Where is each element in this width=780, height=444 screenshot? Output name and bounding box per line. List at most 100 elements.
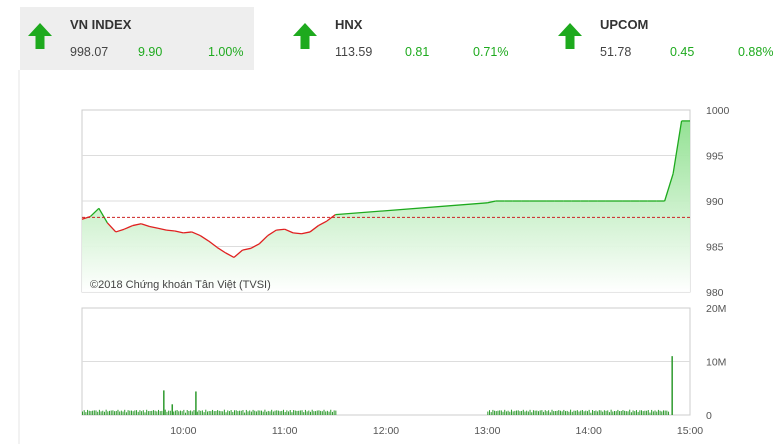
volume-bar (227, 410, 229, 415)
volume-bar (230, 410, 232, 415)
volume-bar (600, 410, 602, 415)
volume-bar (102, 410, 104, 415)
price-line-segment (301, 231, 311, 235)
index-percent: 1.00% (208, 45, 244, 59)
price-line-segment (89, 207, 100, 217)
volume-bar (316, 410, 318, 415)
volume-bar (152, 410, 154, 415)
volume-bar (156, 411, 158, 415)
price-area (82, 120, 690, 293)
volume-bar (178, 411, 180, 415)
volume-bar (124, 409, 126, 415)
volume-bar (240, 410, 242, 415)
volume-bar (276, 410, 278, 415)
volume-bar (291, 412, 293, 415)
volume-bar (519, 411, 521, 415)
volume-bar (576, 410, 578, 415)
volume-bar (563, 409, 565, 415)
volume-bar (497, 410, 499, 415)
price-line-segment (225, 252, 235, 258)
volume-bar (267, 410, 269, 415)
volume-bar (602, 411, 604, 415)
volume-bar (559, 410, 561, 415)
volume-bar (296, 410, 298, 415)
price-line-segment (115, 228, 125, 233)
price-line-segment (106, 222, 117, 233)
volume-bar (656, 411, 658, 415)
volume-bar (659, 410, 661, 415)
volume-bar (132, 411, 134, 415)
volume-bar (578, 411, 580, 415)
price-tick-label: 985 (706, 242, 724, 254)
volume-bar (570, 409, 572, 415)
volume-bar (527, 411, 529, 415)
volume-bar (556, 410, 558, 415)
price-line-segment (672, 120, 683, 174)
volume-bar (627, 411, 629, 415)
volume-bar (595, 410, 597, 415)
volume-bar (504, 409, 506, 415)
volume-bar (549, 412, 551, 415)
volume-bar (318, 410, 320, 415)
price-line-segment (258, 235, 269, 245)
volume-bar (88, 410, 90, 415)
volume-bar (629, 409, 631, 415)
volume-bar (524, 411, 526, 415)
volume-bar (664, 410, 666, 415)
volume-bar (201, 410, 203, 415)
volume-bar (220, 411, 222, 415)
volume-bar (662, 410, 664, 415)
volume-bar (174, 410, 176, 415)
volume-bar (534, 410, 536, 415)
volume-bar (294, 410, 296, 415)
volume-bar (176, 410, 178, 415)
volume-bar (661, 411, 663, 415)
volume-bar (311, 409, 313, 415)
volume-tick-label: 0 (706, 410, 712, 422)
volume-bar (639, 410, 641, 415)
volume-bar (271, 409, 273, 415)
volume-bar (598, 410, 600, 415)
volume-bar (261, 410, 263, 415)
volume-bar (666, 410, 668, 415)
price-line-segment (276, 228, 285, 231)
volume-bar (510, 409, 512, 415)
volume-bar (306, 411, 308, 415)
volume-bar (98, 409, 100, 415)
volume-bar (244, 412, 246, 415)
volume-bar (245, 409, 247, 415)
volume-bar (191, 411, 193, 415)
index-price: 51.78 (600, 45, 632, 59)
volume-bar (130, 410, 132, 415)
volume-bar (293, 410, 295, 415)
price-line-segment (216, 246, 226, 254)
price-line-segment (174, 230, 184, 234)
volume-bar (492, 409, 494, 415)
volume-bar (109, 410, 111, 415)
volume-bar (500, 410, 502, 415)
volume-bar (593, 411, 595, 415)
price-line-segment (242, 247, 252, 251)
volume-bar (546, 411, 548, 415)
time-tick-label: 11:00 (272, 425, 298, 437)
volume-bar (284, 411, 286, 415)
index-price: 113.59 (335, 45, 373, 59)
volume-bar (597, 411, 599, 415)
volume-bar (331, 411, 333, 415)
volume-bar (114, 411, 116, 415)
volume-bar (235, 410, 237, 415)
volume-bar (532, 410, 534, 415)
tab-upcom[interactable]: UPCOM 51.78 0.45 0.88% (550, 7, 780, 70)
volume-bar (239, 410, 241, 415)
volume-bar (585, 410, 587, 415)
price-line-segment (664, 173, 674, 202)
price-tick-label: 1000 (706, 105, 730, 117)
tab-vn-index[interactable]: VN INDEX 998.07 9.90 1.00% (20, 7, 254, 70)
price-line-segment (335, 202, 488, 216)
volume-bar (590, 412, 592, 415)
volume-bar (505, 411, 507, 415)
volume-bar (565, 411, 567, 415)
price-tick-label: 990 (706, 196, 724, 208)
tab-hnx[interactable]: HNX 113.59 0.81 0.71% (285, 7, 519, 70)
volume-bar (249, 410, 251, 415)
